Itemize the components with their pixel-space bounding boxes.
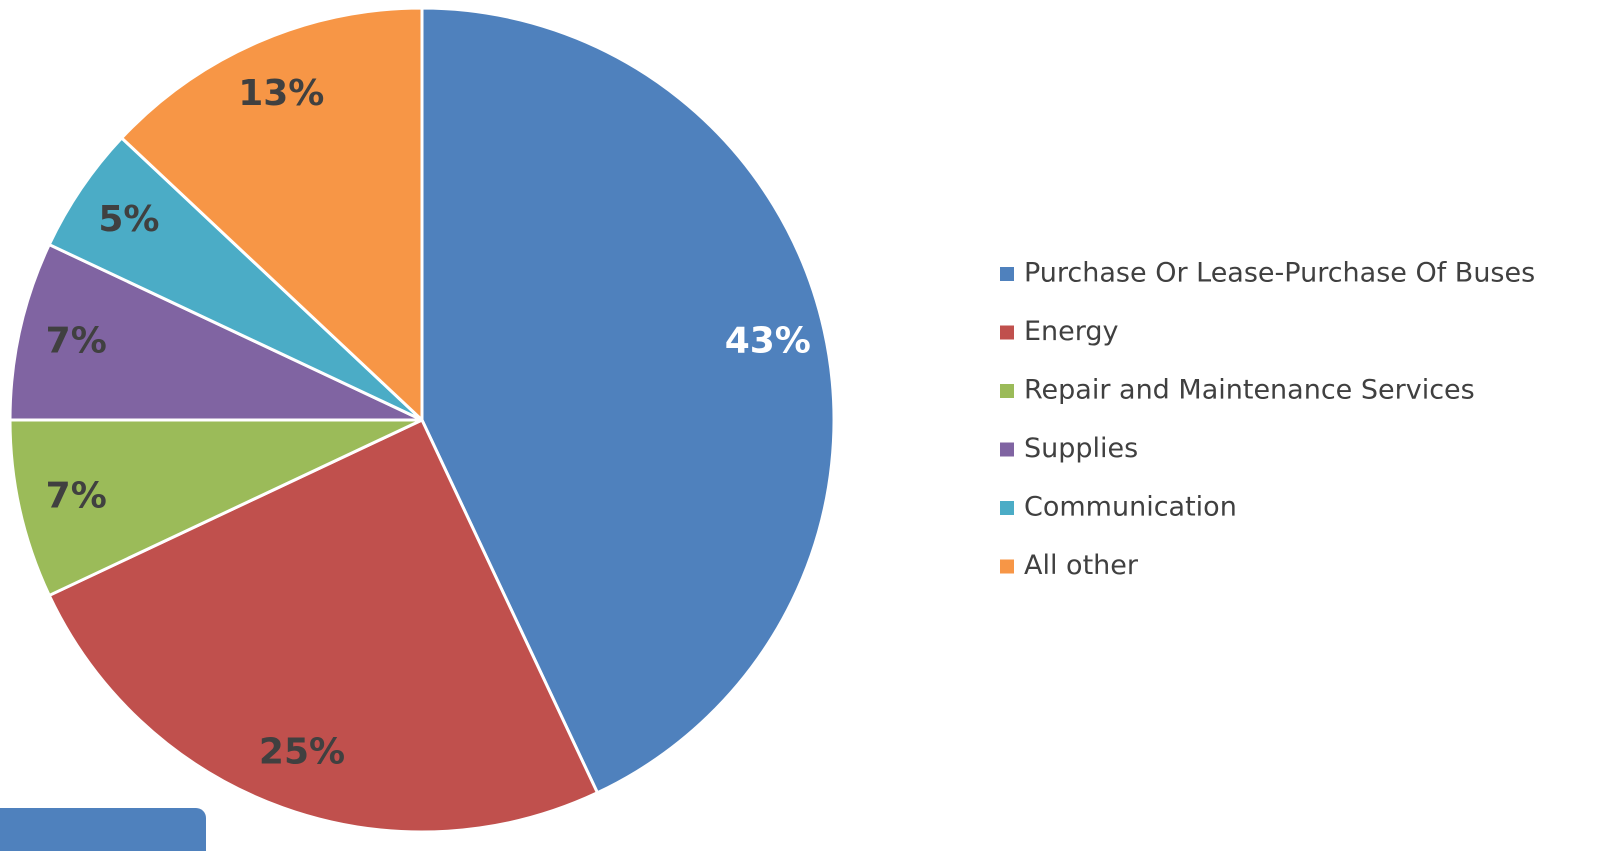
legend-swatch bbox=[1000, 501, 1014, 515]
legend-swatch bbox=[1000, 267, 1014, 281]
legend-label: Purchase Or Lease-Purchase Of Buses bbox=[1024, 258, 1535, 289]
data-label: 7% bbox=[46, 475, 107, 516]
slice bbox=[47, 418, 600, 834]
legend-label: Repair and Maintenance Services bbox=[1024, 375, 1475, 406]
data-label: 43% bbox=[725, 321, 811, 362]
legend-swatch bbox=[1000, 325, 1014, 340]
legend-swatch bbox=[1000, 559, 1014, 574]
pie: 43% 25% 7% 7% 5% 13% bbox=[8, 6, 836, 834]
data-label: 25% bbox=[259, 731, 345, 772]
legend-label: Supplies bbox=[1024, 433, 1138, 464]
data-label: 5% bbox=[98, 199, 159, 240]
data-label: 7% bbox=[46, 321, 107, 362]
legend-swatch bbox=[1000, 442, 1014, 457]
legend-label: Communication bbox=[1024, 492, 1237, 523]
tab bbox=[0, 808, 206, 851]
slice bbox=[8, 418, 423, 598]
legend-label: Energy bbox=[1024, 316, 1119, 347]
data-label: 13% bbox=[238, 73, 324, 114]
slice bbox=[8, 242, 423, 422]
slice bbox=[119, 6, 424, 424]
legend-label: All other bbox=[1024, 550, 1139, 581]
slice bbox=[420, 6, 836, 795]
legend: Purchase Or Lease-Purchase Of Buses Energ… bbox=[1000, 258, 1535, 581]
legend-swatch bbox=[1000, 384, 1014, 398]
